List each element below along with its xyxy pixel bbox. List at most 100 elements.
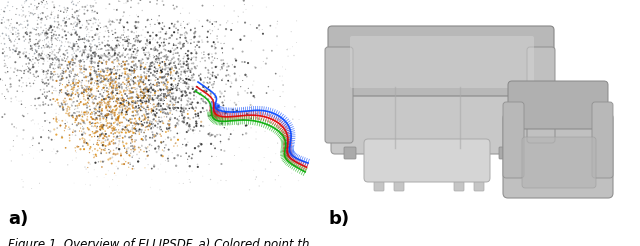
Point — [137, 62, 147, 66]
Point — [63, 14, 73, 17]
Point — [129, 37, 139, 41]
Point — [150, 114, 161, 118]
Point — [165, 99, 175, 103]
Point — [187, 84, 197, 88]
Point — [113, 39, 124, 43]
Point — [109, 65, 120, 69]
Point — [196, 142, 207, 146]
Point — [0, 77, 5, 81]
Point — [144, 143, 154, 147]
Point — [114, 99, 124, 103]
Point — [179, 62, 189, 66]
Point — [253, 25, 264, 29]
Point — [110, 104, 120, 108]
Point — [86, 17, 97, 21]
Point — [148, 93, 158, 97]
Point — [184, 68, 195, 72]
Point — [175, 23, 186, 27]
Point — [227, 81, 237, 85]
Point — [68, 101, 78, 105]
Point — [114, 110, 124, 114]
Point — [215, 68, 225, 72]
Point — [146, 86, 156, 90]
Point — [149, 62, 159, 66]
Point — [156, 88, 166, 92]
Point — [87, 95, 97, 99]
Point — [105, 53, 115, 57]
Point — [131, 62, 141, 66]
Point — [37, 56, 47, 60]
Point — [122, 35, 132, 39]
Point — [74, 102, 84, 106]
Point — [54, 91, 65, 95]
Point — [138, 98, 148, 102]
Point — [59, 10, 69, 14]
Point — [77, 48, 88, 52]
Point — [197, 4, 207, 8]
Point — [31, 44, 41, 48]
Point — [94, 59, 104, 63]
Point — [163, 88, 173, 92]
Point — [60, 71, 70, 75]
Point — [158, 77, 168, 81]
Point — [164, 54, 174, 58]
Point — [163, 90, 173, 94]
Point — [111, 86, 121, 90]
Point — [4, 9, 15, 13]
Point — [118, 143, 128, 147]
Point — [92, 83, 102, 87]
Point — [115, 19, 125, 23]
Point — [47, 85, 58, 89]
Point — [45, 62, 56, 66]
Point — [183, 140, 193, 144]
Point — [198, 106, 208, 110]
Point — [74, 137, 84, 141]
Point — [68, 2, 79, 6]
Point — [70, 31, 81, 34]
Point — [72, 14, 82, 18]
Point — [200, 56, 210, 60]
Point — [67, 97, 77, 101]
Point — [118, 136, 128, 140]
Point — [84, 133, 95, 137]
Point — [141, 108, 151, 112]
Point — [131, 105, 141, 109]
Point — [138, 99, 148, 103]
Point — [167, 57, 177, 61]
Point — [178, 182, 188, 185]
Point — [148, 98, 159, 102]
Point — [205, 72, 216, 76]
Point — [165, 88, 175, 92]
Point — [83, 111, 93, 115]
Point — [132, 65, 142, 69]
Point — [157, 119, 167, 123]
Point — [107, 90, 117, 94]
Point — [72, 48, 82, 52]
Point — [44, 54, 54, 58]
Point — [166, 76, 176, 80]
Point — [77, 84, 88, 88]
Point — [85, 72, 95, 76]
Point — [92, 116, 102, 120]
Point — [84, 65, 95, 69]
Point — [81, 87, 92, 91]
Point — [246, 116, 256, 120]
Point — [165, 111, 175, 115]
Point — [113, 184, 123, 188]
Point — [218, 103, 228, 107]
Point — [84, 94, 95, 98]
Point — [93, 79, 103, 83]
Point — [90, 53, 100, 57]
Point — [34, 96, 44, 100]
Point — [275, 94, 285, 98]
Point — [47, 24, 58, 28]
Point — [105, 19, 115, 23]
Point — [60, 40, 70, 44]
Point — [62, 93, 72, 97]
Point — [188, 116, 198, 120]
Point — [74, 121, 84, 125]
Point — [129, 121, 140, 125]
Point — [128, 86, 138, 90]
Point — [104, 85, 115, 89]
Point — [47, 91, 58, 95]
